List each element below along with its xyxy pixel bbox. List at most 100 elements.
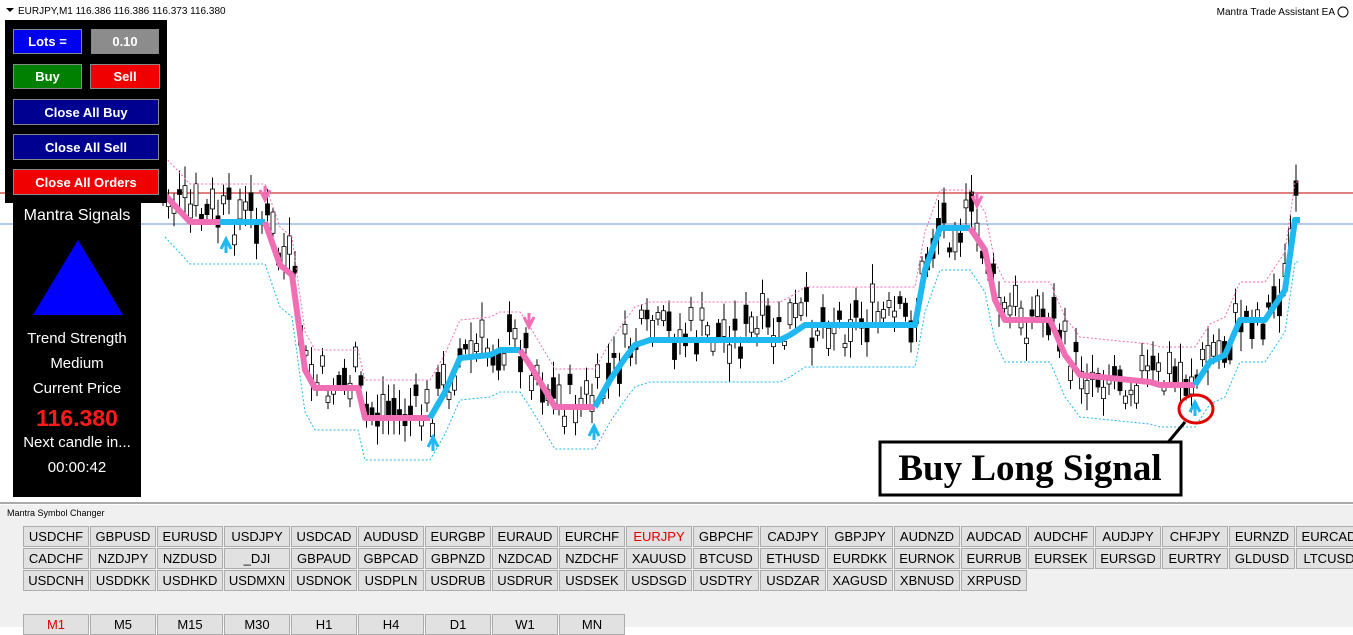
trend-triangle [33, 240, 123, 315]
candle-body [1002, 302, 1007, 310]
symbol-button[interactable]: CHFJPY [1162, 526, 1228, 547]
symbol-button[interactable]: ETHUSD [760, 548, 826, 569]
candle-body [947, 247, 952, 253]
symbol-button[interactable]: CADCHF [23, 548, 89, 569]
symbol-button[interactable]: D1 [425, 614, 491, 635]
candle-body [567, 373, 573, 385]
symbol-button[interactable]: XAGUSD [827, 570, 893, 591]
sell-button[interactable]: Sell [90, 64, 160, 89]
symbol-button[interactable]: EURSGD [1095, 548, 1161, 569]
symbol-button[interactable]: EURCAD [1296, 526, 1353, 547]
symbol-button[interactable]: H1 [291, 614, 357, 635]
symbol-button[interactable]: AUDNZD [894, 526, 960, 547]
symbol-button[interactable]: USDJPY [224, 526, 290, 547]
countdown: 00:00:42 [47, 459, 107, 476]
symbol-button[interactable]: USDPLN [358, 570, 424, 591]
candle-body [1079, 371, 1084, 390]
symbol-button[interactable]: EURDKK [827, 548, 893, 569]
symbol-button[interactable]: EURCHF [559, 526, 625, 547]
symbol-button[interactable]: W1 [492, 614, 558, 635]
symbol-button[interactable]: USDZAR [760, 570, 826, 591]
close-all-button[interactable]: Close All Orders [13, 169, 159, 195]
candle-body [287, 235, 292, 255]
symbol-button[interactable]: MN [559, 614, 625, 635]
candle-body [270, 211, 276, 234]
symbol-button[interactable]: GBPAUD [291, 548, 357, 569]
candle-body [292, 265, 298, 274]
candle-body [644, 309, 650, 320]
symbol-button[interactable]: USDRUB [425, 570, 491, 591]
candle-body [204, 203, 210, 215]
symbol-button[interactable]: EURTRY [1162, 548, 1228, 569]
candle-body [325, 395, 331, 403]
callout-text: Buy Long Signal [898, 448, 1161, 489]
symbol-button[interactable]: LTCUSD [1296, 548, 1353, 569]
candle-body [248, 192, 254, 211]
candle-body [881, 309, 886, 319]
symbol-button[interactable]: H4 [358, 614, 424, 635]
symbol-button[interactable]: M5 [90, 614, 156, 635]
symbol-button[interactable]: NZDCHF [559, 548, 625, 569]
candle-body [1123, 395, 1128, 404]
symbol-button[interactable]: USDHKD [157, 570, 223, 591]
symbol-button[interactable]: XBNUSD [894, 570, 960, 591]
candle-body [699, 307, 705, 321]
candle-body [463, 344, 468, 350]
symbol-button[interactable]: GBPCHF [693, 526, 759, 547]
symbol-button[interactable]: NZDCAD [492, 548, 558, 569]
sell-arrow [522, 313, 536, 331]
symbol-button[interactable]: EURRUB [961, 548, 1027, 569]
symbol-button[interactable]: _DJI [224, 548, 290, 569]
symbol-button[interactable]: USDNOK [291, 570, 357, 591]
symbol-button[interactable]: AUDUSD [358, 526, 424, 547]
candle-body [281, 246, 287, 267]
symbol-button[interactable]: AUDJPY [1095, 526, 1161, 547]
lots-input[interactable]: 0.10 [91, 29, 159, 54]
symbol-button[interactable]: USDSGD [626, 570, 692, 591]
symbol-button[interactable]: CADJPY [760, 526, 826, 547]
symbol-button[interactable]: XAUUSD [626, 548, 692, 569]
candle-body [892, 310, 897, 318]
symbol-button[interactable]: USDMXN [224, 570, 290, 591]
symbol-button[interactable]: EURUSD [157, 526, 223, 547]
symbol-button[interactable]: AUDCHF [1028, 526, 1094, 547]
symbol-button[interactable]: M1 [23, 614, 89, 635]
symbol-button[interactable]: GLDUSD [1229, 548, 1295, 569]
symbol-button[interactable]: EURNZD [1229, 526, 1295, 547]
candle-body [435, 372, 441, 389]
candle-body [380, 394, 386, 417]
symbol-button[interactable]: GBPCAD [358, 548, 424, 569]
symbol-button[interactable]: EURSEK [1028, 548, 1094, 569]
symbol-button[interactable]: GBPUSD [90, 526, 156, 547]
symbol-button[interactable]: GBPNZD [425, 548, 491, 569]
symbol-button[interactable]: USDTRY [693, 570, 759, 591]
symbol-button[interactable]: USDCNH [23, 570, 89, 591]
symbol-button[interactable]: USDCHF [23, 526, 89, 547]
close-buy-button[interactable]: Close All Buy [13, 99, 159, 125]
candle-body [342, 367, 347, 386]
symbol-button[interactable]: EURGBP [425, 526, 491, 547]
symbol-button[interactable]: XRPUSD [961, 570, 1027, 591]
close-sell-button[interactable]: Close All Sell [13, 134, 159, 160]
symbol-button[interactable]: EURJPY [626, 526, 692, 547]
buy-button[interactable]: Buy [13, 64, 82, 89]
candle-body [512, 328, 518, 340]
candle-body [815, 330, 820, 336]
symbol-button[interactable]: M30 [224, 614, 290, 635]
candle-body [688, 307, 694, 321]
candle-body [1073, 341, 1079, 353]
symbol-button[interactable]: USDCAD [291, 526, 357, 547]
symbol-button[interactable]: AUDCAD [961, 526, 1027, 547]
symbol-button[interactable]: USDDKK [90, 570, 156, 591]
symbol-button[interactable]: BTCUSD [693, 548, 759, 569]
symbol-button[interactable]: USDRUR [492, 570, 558, 591]
symbol-button[interactable]: EURNOK [894, 548, 960, 569]
sell-arrow [970, 192, 984, 210]
symbol-button[interactable]: EURAUD [492, 526, 558, 547]
symbol-button[interactable]: GBPJPY [827, 526, 893, 547]
symbol-button[interactable]: USDSEK [559, 570, 625, 591]
symbol-button[interactable]: NZDJPY [90, 548, 156, 569]
symbol-button[interactable]: NZDUSD [157, 548, 223, 569]
symbol-button[interactable]: M15 [157, 614, 223, 635]
candle-body [182, 185, 188, 199]
